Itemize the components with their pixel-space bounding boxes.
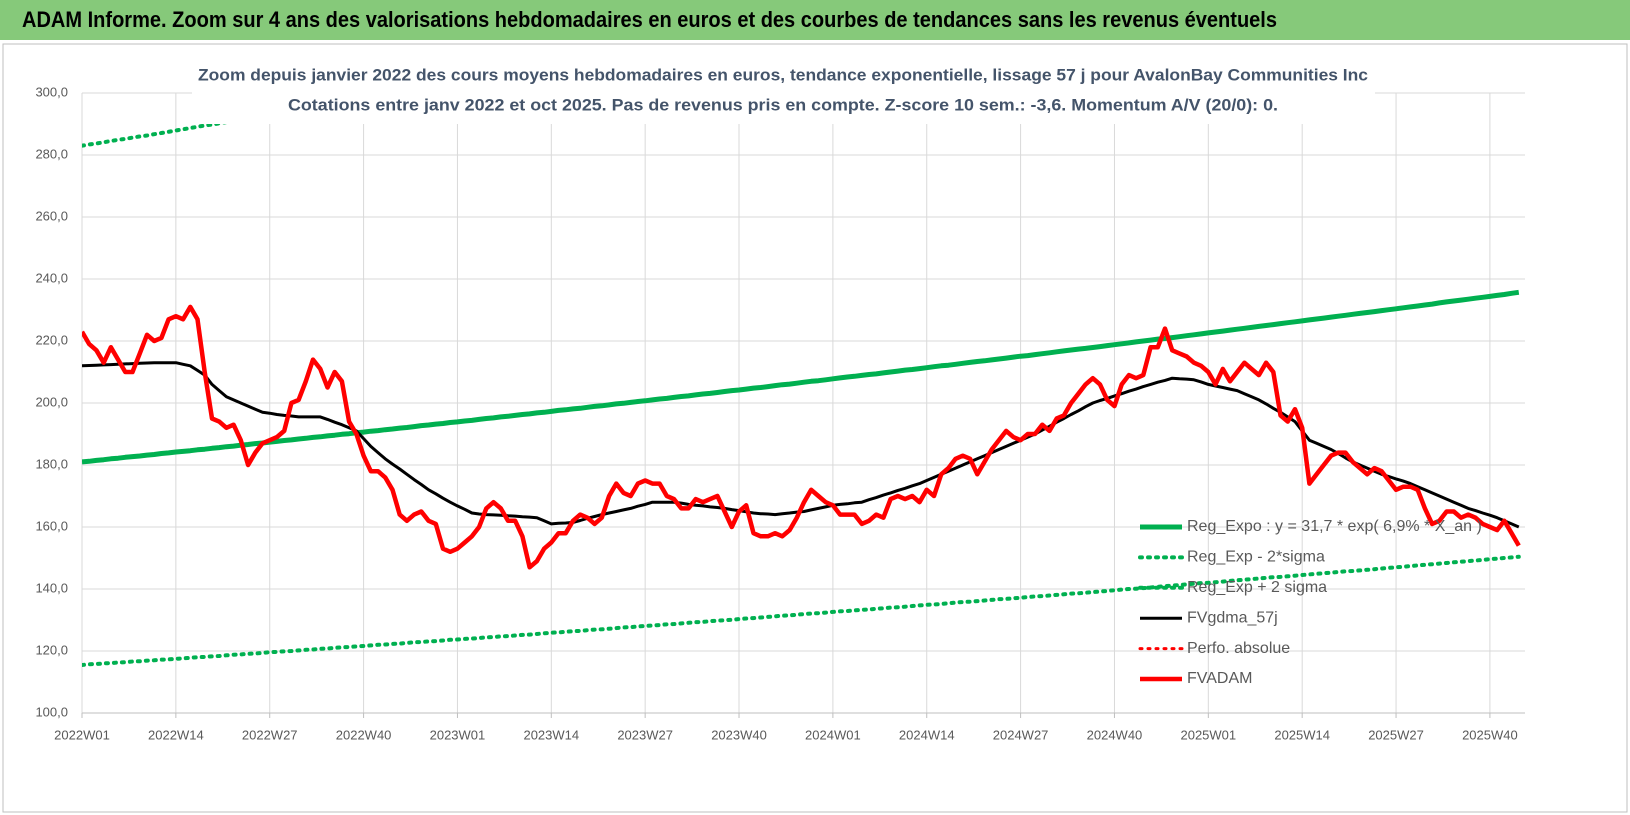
header-bar [0, 0, 1630, 40]
title-box [192, 58, 1375, 124]
legend: Reg_Expo : y = 31,7 * exp( 6,9% * X_an )… [1138, 518, 1482, 687]
legend-label: Perfo. absolue [1187, 640, 1290, 657]
y-tick-label: 280,0 [35, 146, 68, 161]
x-tick-label: 2023W14 [523, 727, 579, 742]
x-tick-label: 2023W27 [617, 727, 673, 742]
x-tick-label: 2022W01 [54, 727, 110, 742]
x-tick-label: 2024W27 [993, 727, 1049, 742]
x-tick-label: 2025W27 [1368, 727, 1424, 742]
chart-subtitle: Cotations entre janv 2022 et oct 2025. P… [288, 95, 1278, 114]
y-tick-label: 300,0 [35, 84, 68, 99]
legend-label: FVADAM [1187, 670, 1252, 687]
x-tick-label: 2025W40 [1462, 727, 1518, 742]
y-tick-label: 120,0 [35, 642, 68, 657]
y-tick-label: 200,0 [35, 394, 68, 409]
header-title: ADAM Informe. Zoom sur 4 ans des valoris… [22, 7, 1277, 32]
y-tick-label: 140,0 [35, 580, 68, 595]
y-tick-label: 100,0 [35, 704, 68, 719]
y-tick-label: 240,0 [35, 270, 68, 285]
axes: 100,0 120,0 140,0 160,0 180,0 200,0 220,0 240,0… [35, 84, 1525, 742]
legend-label: Reg_Exp + 2 sigma [1187, 579, 1327, 596]
series-line [82, 304, 1521, 570]
y-tick-label: 180,0 [35, 456, 68, 471]
x-tick-label: 2024W14 [899, 727, 955, 742]
x-tick-label: 2023W01 [430, 727, 486, 742]
y-tick-label: 160,0 [35, 518, 68, 533]
x-tick-label: 2023W40 [711, 727, 767, 742]
chart-border [2, 43, 1628, 813]
series-line [82, 554, 1521, 667]
series-line [82, 289, 1520, 465]
y-tick-label: 220,0 [35, 332, 68, 347]
legend-label: Reg_Exp - 2*sigma [1187, 549, 1325, 566]
legend-label: Reg_Expo : y = 31,7 * exp( 6,9% * X_an ) [1187, 518, 1482, 535]
x-tick-label: 2022W14 [148, 727, 204, 742]
x-tick-label: 2022W40 [336, 727, 392, 742]
legend-label: FVgdma_57j [1187, 609, 1278, 626]
x-tick-label: 2025W14 [1274, 727, 1330, 742]
y-tick-label: 260,0 [35, 208, 68, 223]
x-tick-label: 2024W40 [1087, 727, 1143, 742]
x-tick-label: 2022W27 [242, 727, 298, 742]
x-tick-label: 2024W01 [805, 727, 861, 742]
chart-title: Zoom depuis janvier 2022 des cours moyen… [198, 65, 1368, 84]
x-tick-label: 2025W01 [1180, 727, 1236, 742]
